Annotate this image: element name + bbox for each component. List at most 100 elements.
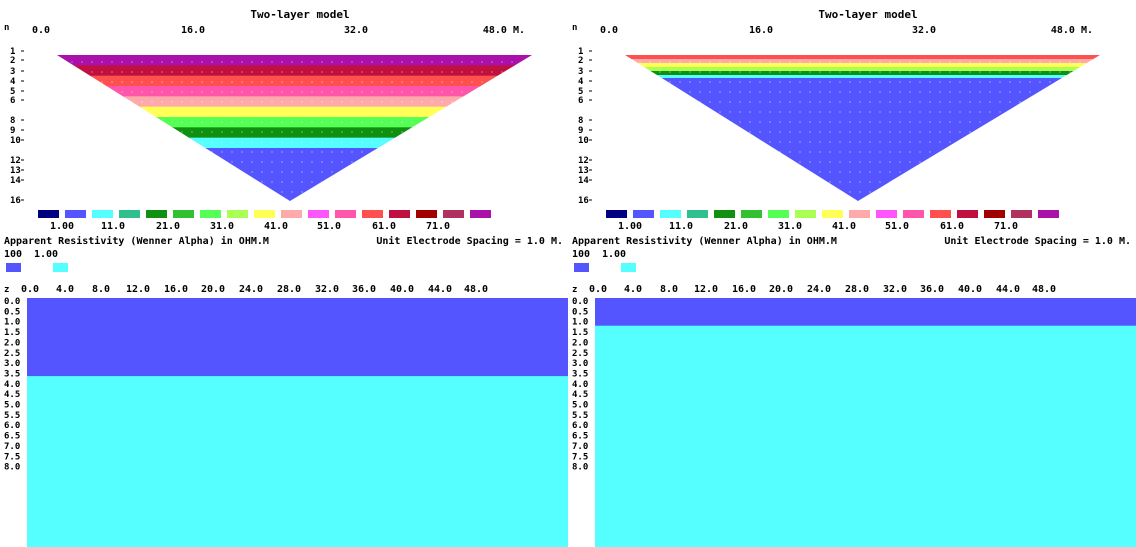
chart-title: Two-layer model — [818, 8, 917, 21]
color-scale-swatch — [984, 210, 1005, 218]
z-tick-label: 7.0 — [572, 442, 588, 452]
color-scale-swatch — [606, 210, 627, 218]
n-tick-label: 3 — [578, 67, 583, 77]
depth-x-tick-label: 20.0 — [769, 284, 793, 295]
color-scale-swatch — [795, 210, 816, 218]
n-tick-label: 5 — [578, 87, 583, 97]
color-scale-swatch — [930, 210, 951, 218]
depth-x-tick-label: 16.0 — [732, 284, 756, 295]
n-tick-label: 9 — [578, 126, 583, 136]
z-tick-label: 5.0 — [4, 401, 20, 411]
depth-x-tick-label: 48.0 — [1032, 284, 1056, 295]
z-tick-label: 1.0 — [572, 318, 588, 328]
color-scale-label: 61.0 — [940, 221, 964, 232]
model-legend-swatch — [6, 263, 21, 272]
n-tick-label: 1 — [578, 47, 583, 57]
model-legend-label: 1.00 — [602, 249, 626, 260]
color-scale-label: 21.0 — [156, 221, 180, 232]
z-tick-label: 2.5 — [4, 349, 20, 359]
z-tick-label: 2.5 — [572, 349, 588, 359]
color-scale-swatch — [92, 210, 113, 218]
depth-x-tick-label: 40.0 — [958, 284, 982, 295]
color-scale-swatch — [768, 210, 789, 218]
depth-x-tick-label: 8.0 — [92, 284, 110, 295]
x-tick-label: 0.0 — [600, 25, 618, 36]
color-scale-swatch — [173, 210, 194, 218]
z-tick-label: 0.5 — [572, 307, 588, 317]
n-tick-label: 13 — [578, 166, 589, 176]
color-scale-swatch — [335, 210, 356, 218]
pseudosection — [57, 55, 532, 201]
caption-electrode-spacing: Unit Electrode Spacing = 1.0 M. — [376, 235, 563, 247]
color-scale-label: 61.0 — [372, 221, 396, 232]
z-tick-label: 4.5 — [4, 390, 20, 400]
z-tick-label: 3.0 — [572, 359, 588, 369]
n-tick-label: 16 — [10, 196, 21, 206]
x-tick-label: 48.0 M. — [483, 25, 525, 36]
z-tick-label: 5.0 — [572, 401, 588, 411]
color-scale-swatch — [876, 210, 897, 218]
z-tick-label: 3.5 — [4, 369, 20, 379]
color-scale-label: 51.0 — [317, 221, 341, 232]
color-scale-swatch — [227, 210, 248, 218]
color-scale-swatch — [822, 210, 843, 218]
color-scale-swatch — [470, 210, 491, 218]
n-tick-label: 4 — [10, 77, 16, 87]
color-scale-label: 51.0 — [885, 221, 909, 232]
depth-x-tick-label: 24.0 — [239, 284, 263, 295]
x-tick-label: 16.0 — [749, 25, 773, 36]
n-tick-label: 8 — [578, 116, 583, 126]
n-tick-label: 10 — [10, 136, 21, 146]
color-scale-swatch — [362, 210, 383, 218]
z-tick-label: 6.5 — [572, 432, 588, 442]
z-tick-label: 2.0 — [4, 338, 20, 348]
color-scale-swatch — [254, 210, 275, 218]
z-tick-label: 0.5 — [4, 307, 20, 317]
n-tick-label: 9 — [10, 126, 15, 136]
color-scale-swatch — [687, 210, 708, 218]
z-tick-label: 0.0 — [4, 297, 20, 307]
n-tick-label: 8 — [10, 116, 15, 126]
color-scale-swatch — [1038, 210, 1059, 218]
n-tick-label: 14 — [10, 176, 21, 186]
color-scale-label: 41.0 — [832, 221, 856, 232]
n-tick-label: 13 — [10, 166, 21, 176]
n-tick-label: 6 — [10, 96, 15, 106]
color-scale-swatch — [714, 210, 735, 218]
depth-x-tick-label: 32.0 — [883, 284, 907, 295]
depth-x-tick-label: 16.0 — [164, 284, 188, 295]
depth-x-tick-label: 28.0 — [277, 284, 301, 295]
z-tick-label: 6.5 — [4, 432, 20, 442]
color-scale-swatch — [146, 210, 167, 218]
pseudosection — [625, 55, 1100, 201]
z-axis-label: z — [4, 285, 9, 295]
depth-x-tick-label: 4.0 — [56, 284, 74, 295]
n-tick-label: 1 — [10, 47, 15, 57]
color-scale-label: 31.0 — [210, 221, 234, 232]
color-scale-swatch — [308, 210, 329, 218]
depth-x-tick-label: 40.0 — [390, 284, 414, 295]
z-axis-label: z — [572, 285, 577, 295]
n-tick-label: 10 — [578, 136, 589, 146]
z-tick-label: 1.5 — [4, 328, 20, 338]
x-tick-label: 32.0 — [912, 25, 936, 36]
model-legend-label: 100 — [4, 249, 22, 260]
z-tick-label: 3.5 — [572, 369, 588, 379]
z-tick-label: 7.5 — [4, 452, 20, 462]
color-scale-label: 11.0 — [101, 221, 125, 232]
z-tick-label: 4.5 — [572, 390, 588, 400]
depth-x-tick-label: 0.0 — [21, 284, 39, 295]
right-panel: Two-layer model n 0.0 16.0 32.0 48.0 M. 1 2 3 4 5 6… — [568, 0, 1136, 547]
color-scale-swatch — [741, 210, 762, 218]
model-legend-swatch — [621, 263, 636, 272]
model-upper-layer — [27, 298, 568, 377]
z-tick-label: 3.0 — [4, 359, 20, 369]
z-tick-label: 4.0 — [572, 380, 588, 390]
caption-electrode-spacing: Unit Electrode Spacing = 1.0 M. — [944, 235, 1131, 247]
color-scale-label: 1.00 — [618, 221, 642, 232]
z-tick-label: 6.0 — [4, 421, 20, 431]
color-scale-swatch — [660, 210, 681, 218]
depth-x-tick-label: 48.0 — [464, 284, 488, 295]
